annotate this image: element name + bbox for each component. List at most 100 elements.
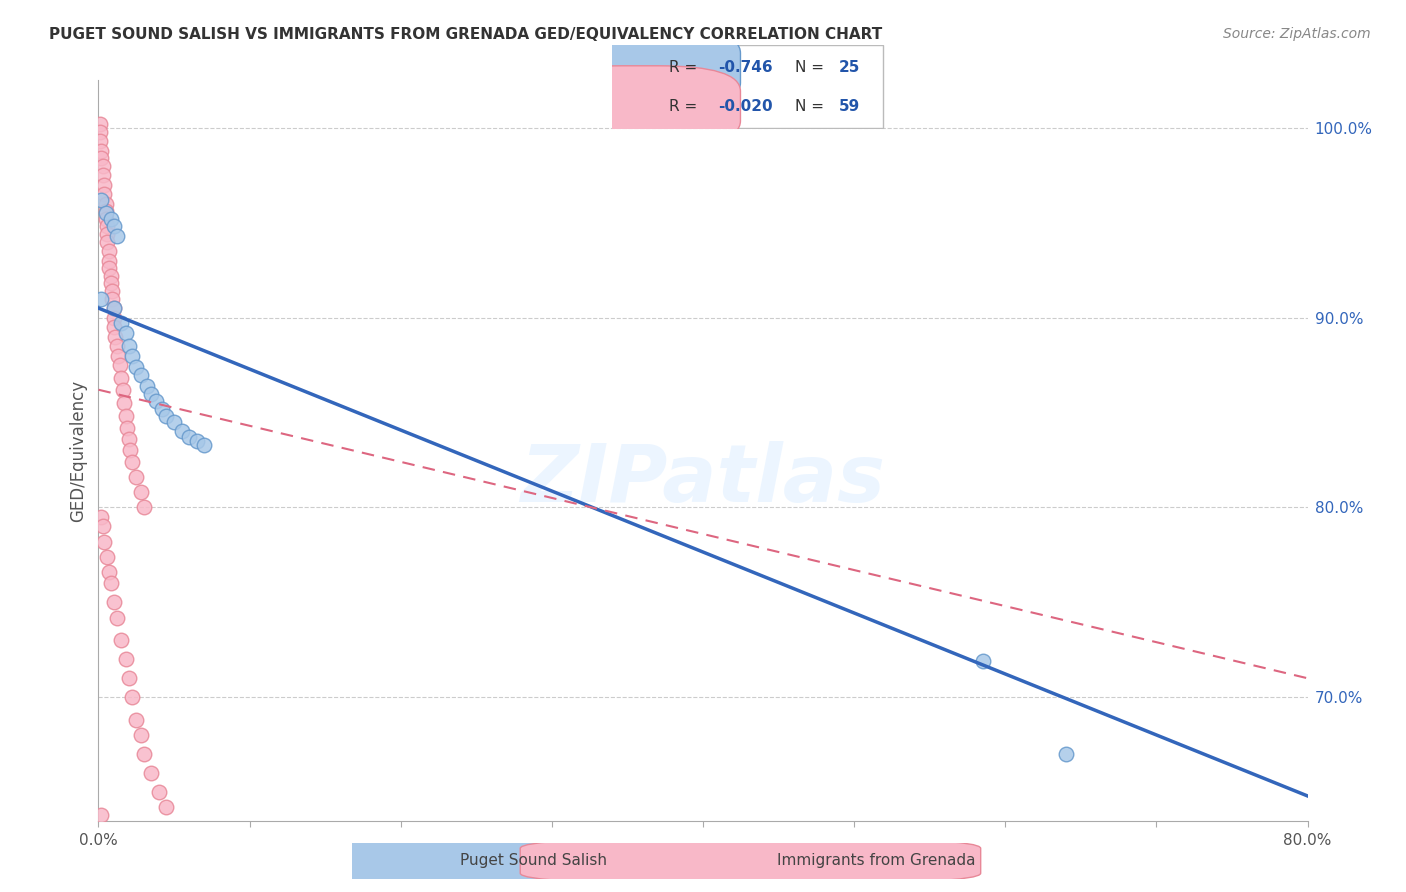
Point (1054, 747, 1077, 762)
Point (90, 292, 112, 306)
Point (186, 434, 208, 448)
Point (121, 349, 143, 363)
Point (132, 500, 155, 515)
Text: 25: 25 (839, 61, 860, 76)
Point (135, 379, 157, 393)
Point (125, 713, 148, 727)
Point (103, 301, 125, 315)
Point (96, 227, 118, 241)
Point (145, 394, 167, 409)
Point (115, 420, 138, 434)
Text: Immigrants from Grenada: Immigrants from Grenada (778, 854, 976, 868)
Point (103, 301, 125, 315)
Point (105, 339, 128, 353)
Point (141, 386, 163, 401)
Point (103, 219, 125, 234)
Point (125, 359, 148, 374)
Text: R =: R = (669, 98, 703, 113)
Point (90, 808, 112, 822)
Point (96, 219, 118, 234)
Point (100, 211, 122, 226)
Y-axis label: GED/Equivalency: GED/Equivalency (69, 379, 87, 522)
Point (96, 549, 118, 564)
Point (118, 671, 141, 685)
FancyBboxPatch shape (204, 838, 665, 884)
Text: R =: R = (669, 61, 703, 76)
Point (91, 159, 114, 173)
Point (141, 766, 163, 780)
Point (170, 425, 193, 439)
Point (94, 204, 117, 219)
Point (129, 485, 152, 500)
Point (110, 371, 132, 385)
Point (89, 124, 111, 138)
Point (121, 455, 143, 469)
Point (110, 633, 132, 648)
Point (90, 151, 112, 165)
Point (193, 438, 215, 452)
Point (94, 196, 117, 211)
Point (100, 576, 122, 591)
Point (155, 800, 177, 814)
Point (96, 235, 118, 249)
Point (163, 415, 186, 429)
Text: -0.746: -0.746 (718, 61, 773, 76)
Text: -0.020: -0.020 (718, 98, 773, 113)
Point (129, 728, 152, 742)
Point (91, 168, 114, 182)
Point (118, 432, 141, 446)
Text: N =: N = (796, 98, 830, 113)
Point (118, 339, 141, 353)
Point (105, 229, 128, 244)
Point (100, 277, 122, 291)
Point (129, 368, 152, 382)
Point (101, 292, 124, 306)
Point (179, 430, 201, 444)
Text: 59: 59 (839, 98, 860, 113)
Point (103, 320, 125, 334)
Point (93, 178, 115, 192)
Point (90, 193, 112, 207)
Point (148, 785, 170, 799)
Point (98, 253, 121, 268)
Point (125, 470, 148, 484)
Text: Source: ZipAtlas.com: Source: ZipAtlas.com (1223, 27, 1371, 41)
Point (150, 401, 173, 416)
FancyBboxPatch shape (614, 45, 883, 128)
Text: ZIPatlas: ZIPatlas (520, 441, 886, 519)
FancyBboxPatch shape (540, 66, 741, 146)
Point (120, 443, 142, 458)
Point (114, 326, 136, 340)
Text: Puget Sound Salish: Puget Sound Salish (461, 854, 607, 868)
Point (114, 652, 136, 666)
FancyBboxPatch shape (540, 28, 741, 108)
Point (103, 595, 125, 609)
Point (89, 134, 111, 148)
FancyBboxPatch shape (520, 838, 981, 884)
Point (98, 565, 121, 579)
Point (121, 690, 143, 705)
Text: PUGET SOUND SALISH VS IMMIGRANTS FROM GRENADA GED/EQUIVALENCY CORRELATION CHART: PUGET SOUND SALISH VS IMMIGRANTS FROM GR… (49, 27, 883, 42)
Point (98, 261, 121, 276)
Point (155, 409, 177, 424)
Point (132, 747, 155, 762)
Point (90, 144, 112, 158)
Point (112, 396, 135, 410)
Point (103, 310, 125, 325)
Point (93, 534, 115, 549)
Point (105, 610, 128, 624)
Point (90, 509, 112, 524)
Text: N =: N = (796, 61, 830, 76)
Point (91, 519, 114, 533)
Point (107, 349, 129, 363)
Point (89, 117, 111, 131)
Point (110, 316, 132, 330)
Point (93, 187, 115, 202)
Point (94, 211, 117, 226)
Point (972, 654, 994, 668)
Point (100, 268, 122, 283)
Point (111, 383, 134, 397)
Point (101, 284, 124, 298)
Point (104, 329, 127, 343)
Point (114, 409, 136, 424)
